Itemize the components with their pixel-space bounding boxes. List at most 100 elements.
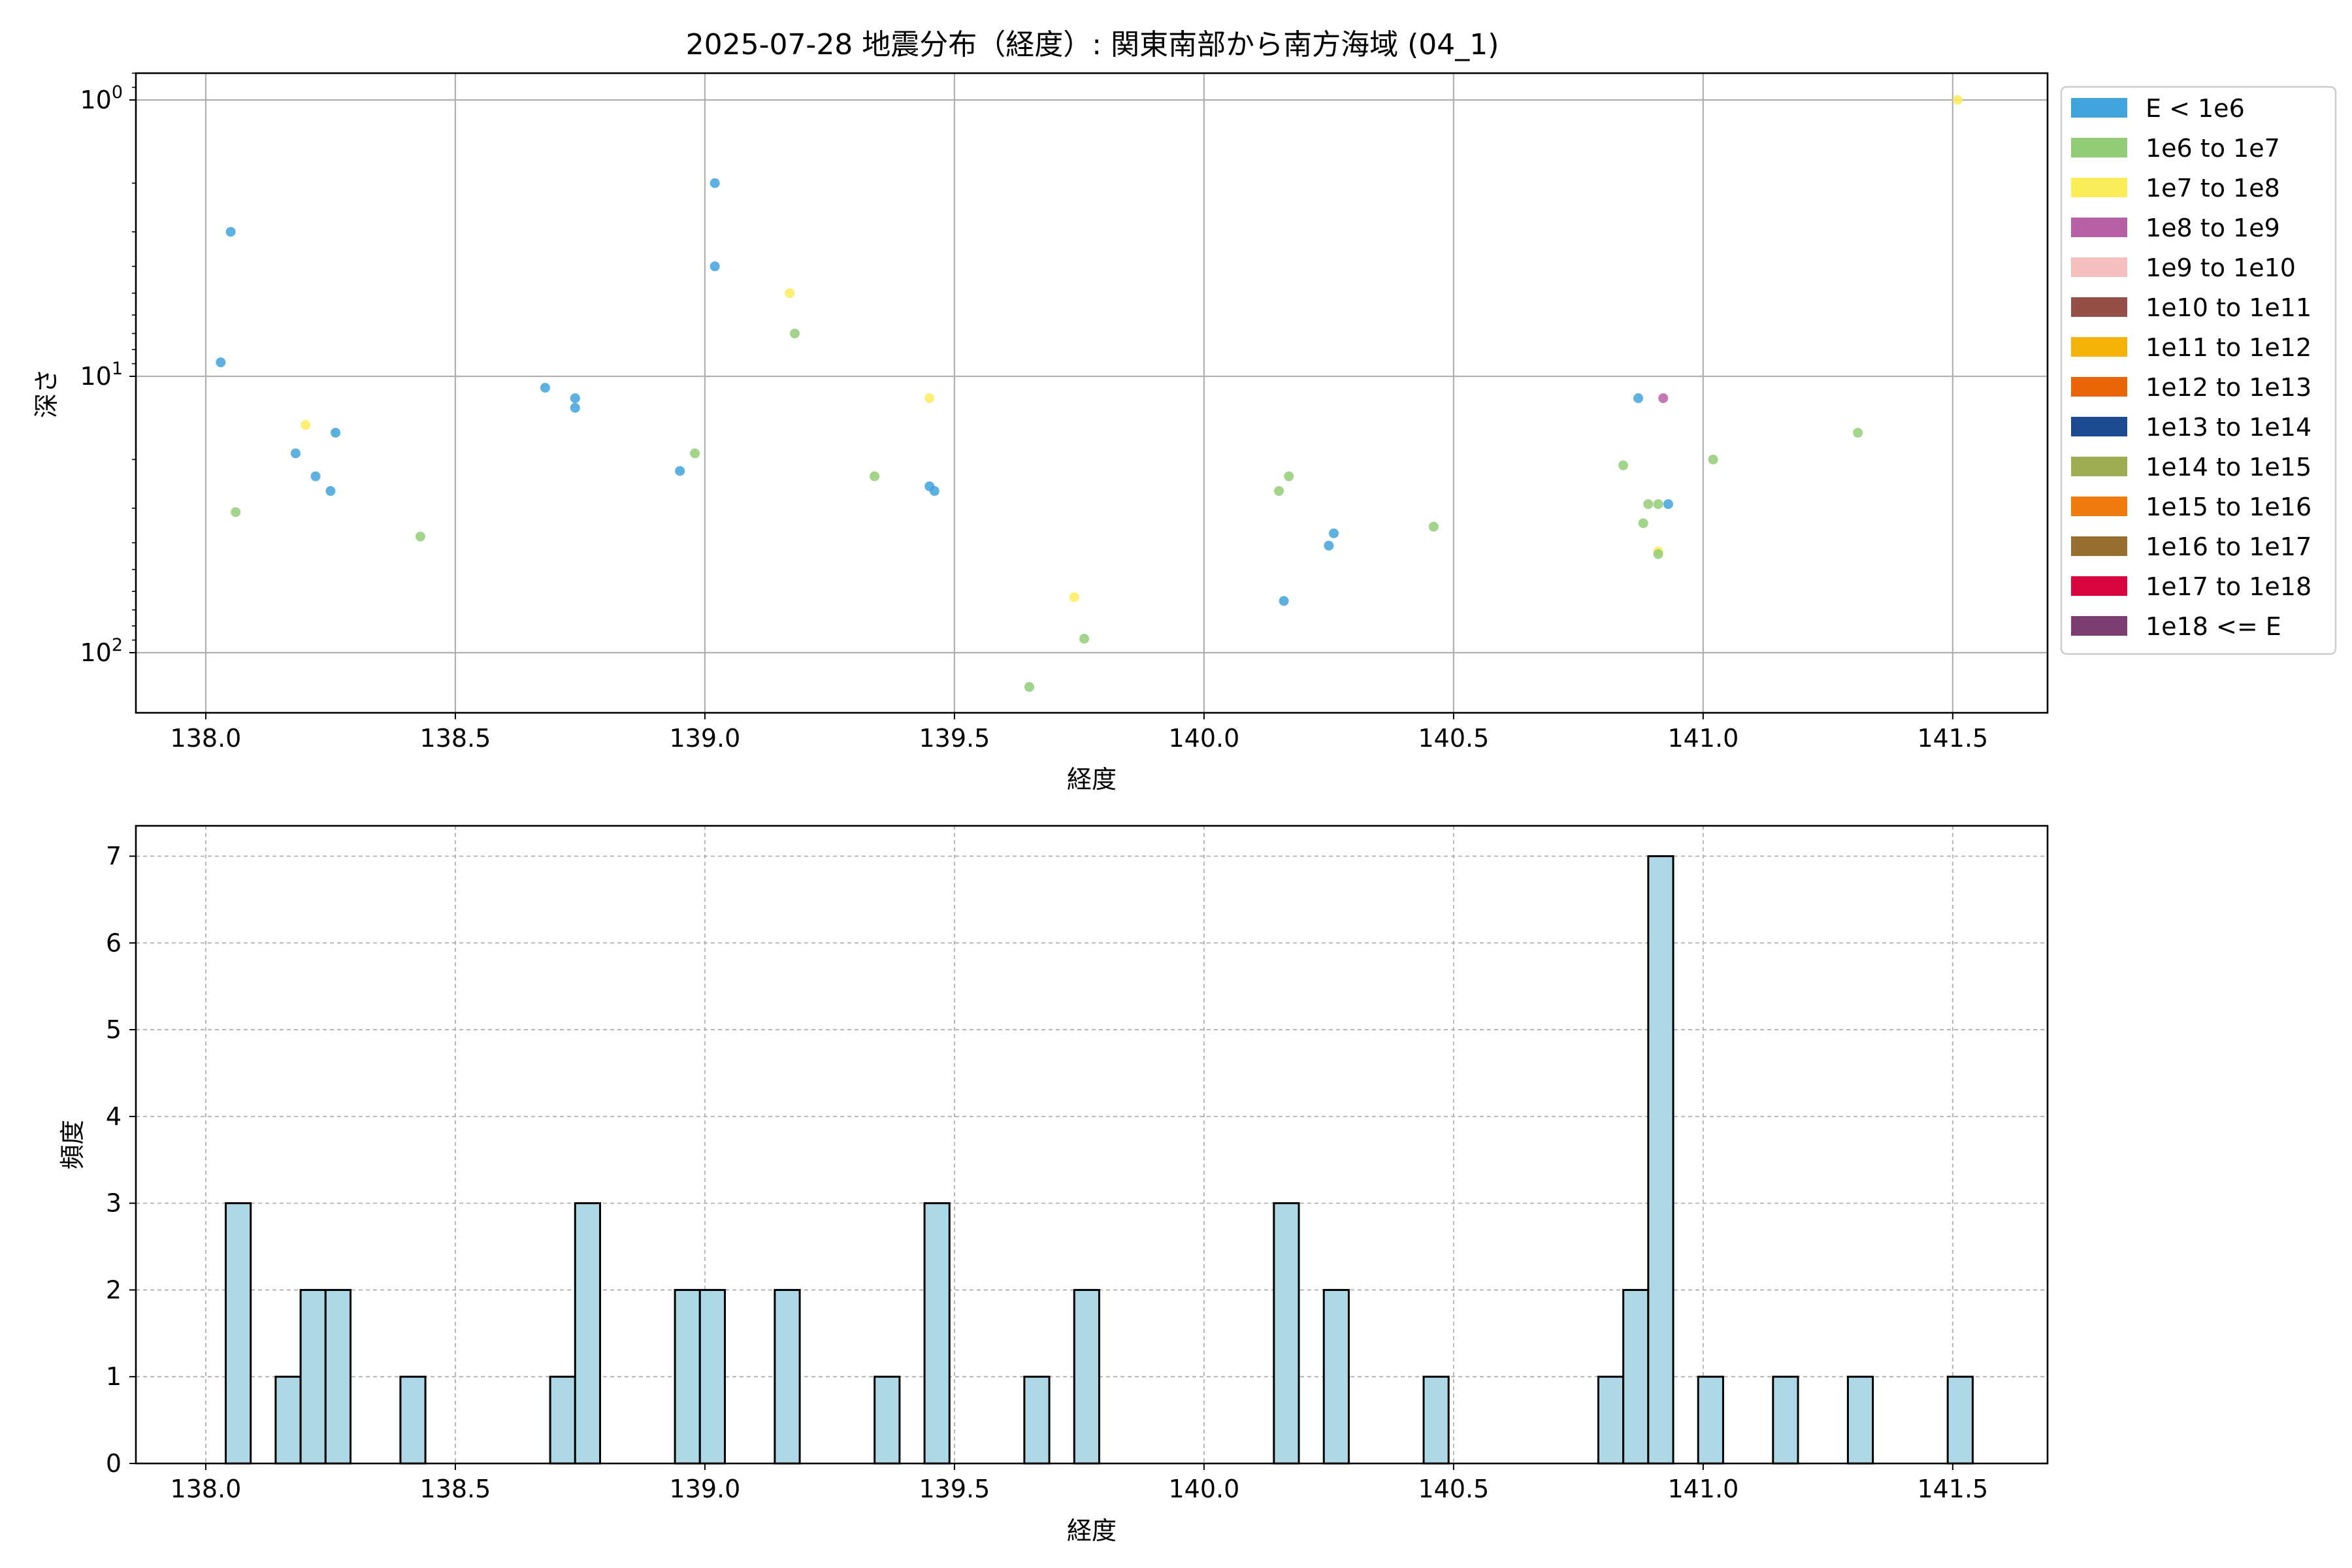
scatter-point (1643, 499, 1654, 510)
histogram-x-tick-label: 141.5 (1917, 1475, 1988, 1503)
scatter-point (570, 393, 580, 403)
histogram-x-tick-label: 138.0 (171, 1475, 242, 1503)
histogram-y-tick-label: 2 (106, 1275, 122, 1304)
scatter-point (1708, 454, 1718, 465)
histogram-y-axis-label: 頻度 (58, 1120, 87, 1169)
scatter-x-tick-label: 139.0 (670, 724, 741, 753)
scatter-point (1658, 393, 1669, 403)
legend-swatch (2071, 337, 2127, 357)
scatter-point (1853, 427, 1863, 438)
histogram-y-tick-label: 4 (106, 1102, 122, 1131)
histogram-bar (1322, 1288, 1350, 1465)
scatter-axes-frame (135, 72, 2049, 714)
scatter-point (924, 393, 935, 403)
histogram-bar (874, 1375, 901, 1465)
legend-swatch (2071, 417, 2127, 436)
legend-frame (2060, 86, 2337, 655)
scatter-point (929, 486, 939, 497)
scatter-x-tick-label: 141.5 (1917, 724, 1988, 753)
scatter-point (1638, 518, 1648, 529)
histogram-x-tick-label: 140.5 (1418, 1475, 1489, 1503)
scatter-title: 2025-07-28 地震分布（経度）: 関東南部から南方海域 (04_1) (686, 28, 1499, 61)
histogram-bar (299, 1288, 327, 1465)
histogram-bar (1622, 1288, 1650, 1465)
legend-label: 1e12 to 1e13 (2146, 373, 2311, 402)
scatter-point (1279, 596, 1289, 606)
histogram-bar (1273, 1202, 1300, 1465)
histogram-y-tick-label: 6 (106, 928, 122, 957)
scatter-y-axis-label: 深さ (32, 368, 61, 418)
legend-label: 1e17 to 1e18 (2146, 572, 2311, 601)
legend-swatch (2071, 257, 2127, 277)
histogram-y-tick-label: 0 (106, 1449, 122, 1478)
legend-swatch (2071, 576, 2127, 596)
legend-swatch (2071, 497, 2127, 516)
legend-swatch (2071, 377, 2127, 397)
scatter-point (1952, 95, 1963, 105)
scatter-point (310, 471, 321, 482)
histogram-axes-frame (135, 825, 2049, 1465)
histogram-x-tick-label: 139.5 (919, 1475, 990, 1503)
scatter-point (301, 419, 311, 430)
histogram-bar (698, 1288, 726, 1465)
histogram-y-tick-label: 3 (106, 1189, 122, 1218)
scatter-point (225, 227, 236, 237)
histogram-y-tick-label: 1 (106, 1362, 122, 1391)
histogram-bar (1023, 1375, 1051, 1465)
scatter-y-tick-label: 101 (80, 359, 123, 391)
scatter-point (785, 288, 795, 299)
legend-swatch (2071, 218, 2127, 237)
histogram-bar (549, 1375, 576, 1465)
histogram-x-tick-label: 140.0 (1168, 1475, 1239, 1503)
histogram-bar (674, 1288, 701, 1465)
scatter-point (675, 466, 685, 476)
scatter-point (1329, 528, 1339, 538)
legend-swatch (2071, 178, 2127, 197)
legend-label: 1e10 to 1e11 (2146, 293, 2311, 322)
scatter-point (1284, 471, 1294, 482)
histogram-bar (1422, 1375, 1450, 1465)
scatter-x-tick-label: 138.0 (171, 724, 242, 753)
histogram-x-tick-label: 139.0 (670, 1475, 741, 1503)
histogram-y-ticks: 0 1 2 3 4 5 6 7 (106, 841, 136, 1478)
legend-label: E < 1e6 (2146, 94, 2245, 123)
scatter-point (1653, 499, 1663, 510)
legend-label: 1e18 <= E (2146, 612, 2281, 641)
scatter-point (1069, 592, 1079, 602)
scatter-y-tick-label: 102 (80, 635, 123, 667)
scatter-point (1428, 521, 1439, 532)
histogram-bar (774, 1288, 801, 1465)
histogram-bar (324, 1288, 352, 1465)
histogram-bar (1073, 1288, 1100, 1465)
scatter-point (1273, 486, 1284, 497)
scatter-x-tick-label: 140.5 (1418, 724, 1489, 753)
scatter-x-ticks: 138.0 138.5 139.0 139.5 140.0 140.5 141.0 141.5 (171, 713, 1988, 753)
scatter-point (710, 178, 720, 188)
scatter-x-tick-label: 138.5 (420, 724, 491, 753)
histogram-panel: 138.0 138.5 139.0 139.5 140.0 140.5 141.0 141.5… (58, 825, 2049, 1545)
scatter-point (540, 383, 550, 393)
scatter-x-axis-label: 経度 (1067, 765, 1117, 794)
histogram-bar (1697, 1375, 1724, 1465)
legend-swatch (2071, 536, 2127, 556)
histogram-y-tick-label: 5 (106, 1015, 122, 1044)
scatter-point (1024, 681, 1035, 692)
histogram-bar (225, 1202, 252, 1465)
histogram-bar (274, 1375, 302, 1465)
legend-swatch (2071, 457, 2127, 476)
histogram-bar (399, 1375, 427, 1465)
legend-label: 1e7 to 1e8 (2146, 174, 2280, 203)
legend-swatch (2071, 616, 2127, 636)
histogram-y-tick-label: 7 (106, 841, 122, 870)
scatter-grid (136, 73, 2048, 713)
scatter-x-tick-label: 140.0 (1168, 724, 1239, 753)
legend: E < 1e6 1e6 to 1e7 1e7 to 1e8 1e8 to 1e9 1e9… (2060, 86, 2337, 655)
scatter-points (216, 95, 1963, 692)
legend-label: 1e8 to 1e9 (2146, 214, 2280, 242)
scatter-panel: 138.0 138.5 139.0 139.5 140.0 140.5 141.0 141.5… (32, 72, 2049, 794)
scatter-point (290, 448, 301, 459)
scatter-point (231, 507, 241, 517)
scatter-point (415, 531, 425, 542)
